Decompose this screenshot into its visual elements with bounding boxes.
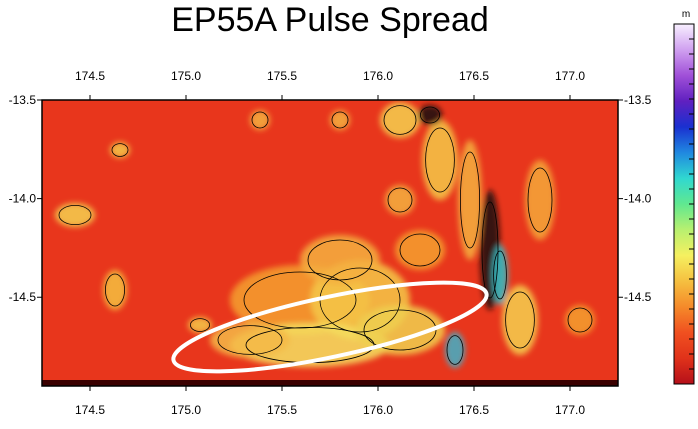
- y-tick-label-right: -13.5: [624, 93, 652, 107]
- spread-patch: [103, 270, 127, 310]
- x-tick-label-bottom: 174.5: [75, 403, 105, 417]
- contour-line: [567, 307, 593, 333]
- spread-patch: [395, 230, 445, 270]
- x-tick-label-bottom: 176.5: [459, 403, 489, 417]
- y-tick-label-right: -14.0: [624, 192, 652, 206]
- spread-patch: [422, 120, 458, 200]
- spread-patch: [445, 332, 465, 368]
- x-tick-label-bottom: 177.0: [555, 403, 585, 417]
- colorbar-ticks: [689, 23, 694, 385]
- map-title: EP55A Pulse Spread: [171, 1, 489, 39]
- x-tick-label-bottom: 175.0: [171, 403, 201, 417]
- axis-ticks: 174.5 174.5 175.0 175.0 175.5 175.5 176.0 176.0…: [9, 69, 652, 417]
- contour-line: [505, 291, 535, 349]
- spread-patch: [55, 203, 95, 227]
- spread-patch: [458, 140, 482, 260]
- contour-line: [331, 111, 349, 129]
- contour-line: [425, 127, 455, 193]
- contour-line: [251, 111, 269, 129]
- highlight-ellipse: [171, 280, 489, 374]
- contour-line: [481, 201, 499, 299]
- x-tick-label-top: 175.5: [267, 69, 297, 83]
- contour-line: [459, 151, 480, 249]
- x-tick-label-top: 176.5: [459, 69, 489, 83]
- contour-line: [217, 325, 283, 355]
- spread-patch: [110, 142, 130, 158]
- spread-patch: [188, 317, 212, 333]
- y-tick-label-left: -13.5: [9, 93, 37, 107]
- y-tick-label-right: -14.5: [624, 290, 652, 304]
- y-tick-label-left: -14.0: [9, 192, 37, 206]
- spread-patches: [55, 102, 595, 368]
- spread-patch: [300, 235, 380, 285]
- x-tick-label-top: 175.0: [171, 69, 201, 83]
- spread-patch: [502, 285, 538, 355]
- contour-line: [307, 239, 373, 281]
- spread-patch: [565, 305, 595, 335]
- spread-patch: [355, 305, 445, 355]
- contour-line: [105, 273, 126, 307]
- contour-line: [243, 271, 357, 329]
- spread-patch: [380, 102, 420, 138]
- contour-line: [58, 204, 92, 225]
- x-tick-label-bottom: 176.0: [363, 403, 393, 417]
- spread-patch: [418, 105, 442, 125]
- colorbar-unit-label: m: [681, 9, 691, 20]
- contour-line: [419, 106, 440, 124]
- contour-line: [189, 318, 210, 332]
- map-plot-area: [42, 100, 618, 386]
- x-tick-label-top: 174.5: [75, 69, 105, 83]
- contour-line: [399, 233, 441, 267]
- spread-patch: [525, 160, 555, 240]
- contour-line: [527, 167, 553, 233]
- contour-line: [446, 335, 464, 365]
- contour-line: [111, 143, 129, 157]
- spread-patch: [492, 245, 508, 305]
- y-tick-label-left: -14.5: [9, 290, 37, 304]
- contour-line: [383, 105, 417, 135]
- x-tick-label-top: 177.0: [555, 69, 585, 83]
- spread-patch: [330, 110, 350, 130]
- spread-patch: [250, 110, 270, 130]
- track-line: [42, 380, 618, 386]
- contour-lines: [58, 105, 593, 365]
- spread-patch: [385, 185, 415, 215]
- x-tick-label-bottom: 175.5: [267, 403, 297, 417]
- contour-line: [493, 250, 507, 300]
- x-tick-label-top: 176.0: [363, 69, 393, 83]
- map-frame: [41, 99, 619, 387]
- contour-line: [387, 187, 413, 213]
